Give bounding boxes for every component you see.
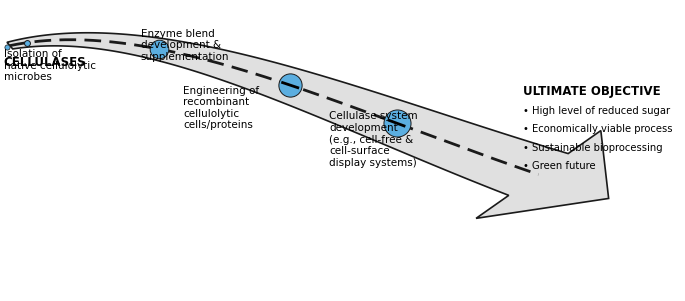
Point — [285, 83, 296, 88]
Text: Isolation of
native cellulolytic
microbes: Isolation of native cellulolytic microbe… — [3, 49, 96, 82]
Text: • Green future: • Green future — [523, 161, 596, 171]
Point — [22, 40, 33, 45]
Point — [391, 121, 402, 126]
Polygon shape — [7, 33, 609, 218]
Text: • High level of reduced sugar: • High level of reduced sugar — [523, 106, 671, 116]
Text: • Economically viable process: • Economically viable process — [523, 124, 673, 134]
Text: CELLULASES: CELLULASES — [3, 56, 86, 69]
Text: ULTIMATE OBJECTIVE: ULTIMATE OBJECTIVE — [523, 85, 661, 98]
Text: Enzyme blend
development &
supplementation: Enzyme blend development & supplementati… — [140, 29, 229, 62]
Point — [153, 47, 164, 51]
Point — [1, 45, 12, 50]
Text: Engineering of
recombinant
cellulolytic
cells/proteins: Engineering of recombinant cellulolytic … — [184, 85, 260, 130]
Text: • Sustainable bioprocessing: • Sustainable bioprocessing — [523, 143, 663, 153]
Text: Cellulase system
development
(e.g., cell-free &
cell-surface
display systems): Cellulase system development (e.g., cell… — [329, 111, 418, 168]
